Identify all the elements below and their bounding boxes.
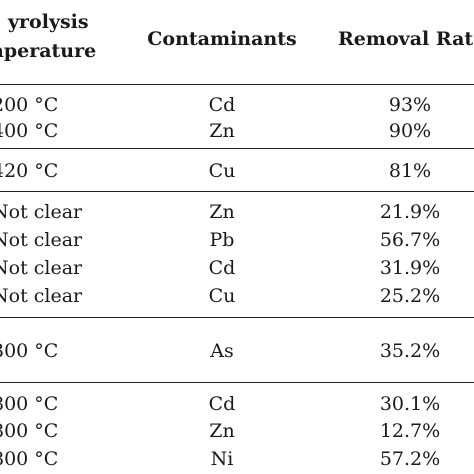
cell-rate: 31.9% xyxy=(379,257,441,279)
cell-temp: Not clear xyxy=(0,201,83,223)
cell-temp: 800 °C xyxy=(0,393,59,415)
cell-contaminant: Cu xyxy=(208,285,236,307)
cell-temp: 800 °C xyxy=(0,420,59,442)
header-temperature-line2: nperature xyxy=(0,40,97,62)
cell-rate: 57.2% xyxy=(379,448,441,470)
cell-rate: 90% xyxy=(388,120,432,142)
cell-temp: 300 °C xyxy=(0,340,59,362)
cell-rate: 12.7% xyxy=(379,420,441,442)
cell-rate: 25.2% xyxy=(379,285,441,307)
header-pyrolysis-line1: yrolysis xyxy=(8,11,89,33)
cell-temp: Not clear xyxy=(0,229,83,251)
cell-rate: 30.1% xyxy=(379,393,441,415)
cell-contaminant: As xyxy=(210,340,234,362)
group-rule xyxy=(0,382,474,383)
cell-rate: 35.2% xyxy=(379,340,441,362)
cell-contaminant: Cd xyxy=(208,257,236,279)
cell-contaminant: Zn xyxy=(209,420,235,442)
cell-rate: 56.7% xyxy=(379,229,441,251)
cell-temp: 200 °C xyxy=(0,94,59,116)
cell-temp: Not clear xyxy=(0,257,83,279)
cell-contaminant: Cu xyxy=(208,160,236,182)
header-removal-rate: Removal Rat xyxy=(338,28,474,50)
group-rule xyxy=(0,148,474,149)
group-rule xyxy=(0,317,474,318)
cell-temp: 800 °C xyxy=(0,448,59,470)
cell-rate: 81% xyxy=(388,160,432,182)
cell-temp: 400 °C xyxy=(0,120,59,142)
cell-contaminant: Ni xyxy=(210,448,234,470)
group-rule xyxy=(0,191,474,192)
cell-contaminant: Pb xyxy=(209,229,235,251)
cell-rate: 93% xyxy=(388,94,432,116)
header-rule xyxy=(0,84,474,85)
cell-rate: 21.9% xyxy=(379,201,441,223)
header-contaminants: Contaminants xyxy=(147,28,297,50)
cell-contaminant: Cd xyxy=(208,94,236,116)
cell-contaminant: Zn xyxy=(209,120,235,142)
cell-temp: 420 °C xyxy=(0,160,59,182)
cell-contaminant: Cd xyxy=(208,393,236,415)
cell-contaminant: Zn xyxy=(209,201,235,223)
cell-temp: Not clear xyxy=(0,285,83,307)
